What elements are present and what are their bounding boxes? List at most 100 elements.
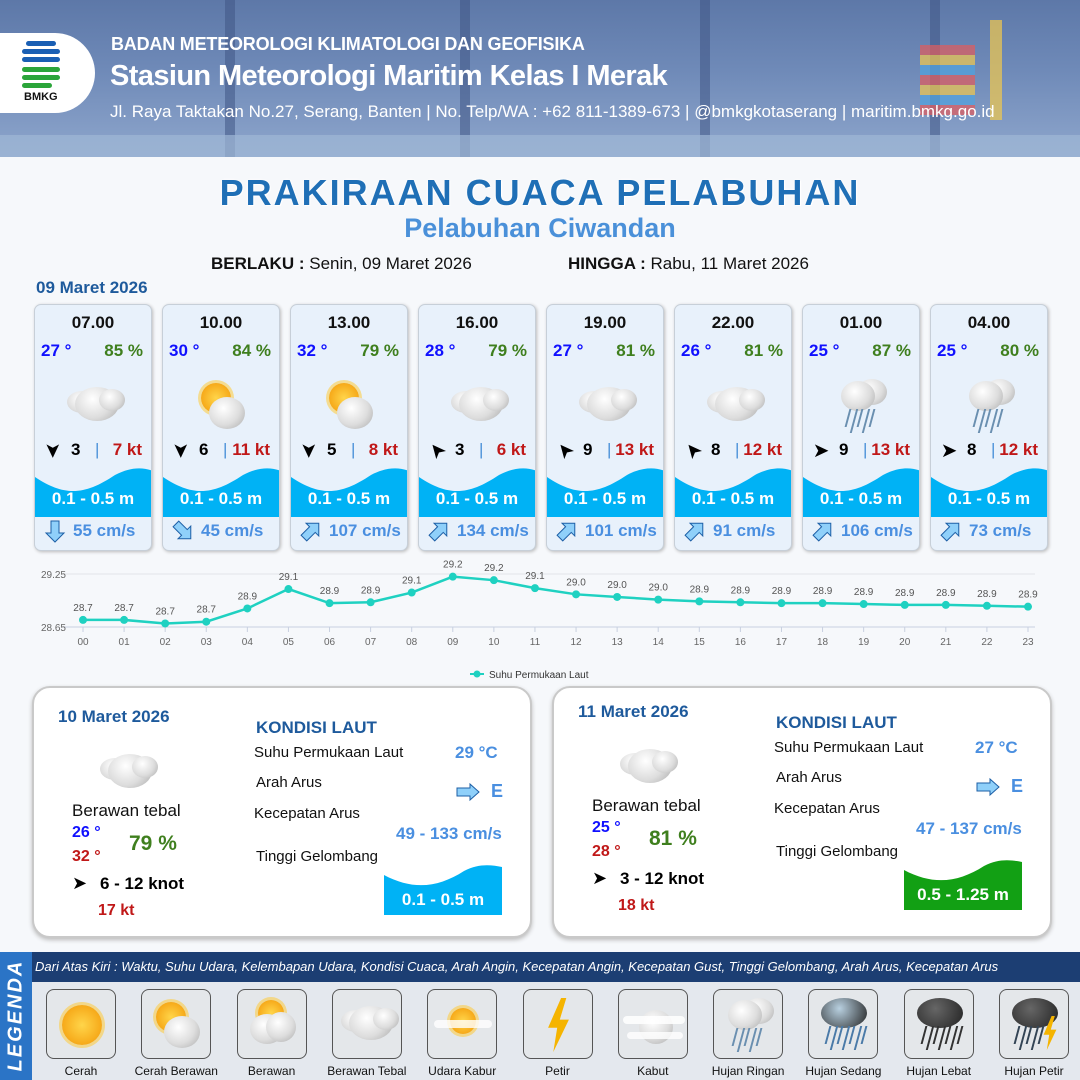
divider: | [607, 440, 612, 459]
current-speed-label: Kecepatan Arus [774, 800, 880, 817]
legend-item: Cerah [33, 989, 129, 1078]
data-label: 28.9 [238, 591, 258, 602]
air-temperature: 25 ° [937, 341, 968, 360]
air-temperature: 25 ° [809, 341, 840, 360]
current-speed: 45 cm/s [201, 521, 264, 540]
forecast-time: 16.00 [455, 313, 499, 332]
current-speed: 91 cm/s [713, 521, 776, 540]
berawan-icon [236, 989, 307, 1059]
wave-height-label: Tinggi Gelombang [256, 848, 379, 865]
data-label: 28.9 [320, 586, 340, 597]
sst-value: 29 °C [455, 743, 498, 762]
data-point [243, 604, 252, 613]
forecast-time: 19.00 [583, 313, 627, 332]
legend-item: Petir [510, 989, 606, 1078]
data-point [448, 572, 457, 581]
hujan-petir-icon [999, 989, 1069, 1059]
gust-speed: 13 kt [615, 440, 654, 459]
current-direction-icon [940, 522, 960, 542]
wind-speed: 6 [199, 440, 209, 459]
divider: | [351, 440, 356, 459]
gust-speed: 8 kt [368, 440, 398, 459]
sst-chart: 29.25 28.65 00 01 02 03 04 05 06 07 08 09 10 11 12 13 14… [41, 560, 1038, 681]
valid-from-value: Senin, 09 Maret 2026 [309, 254, 472, 273]
legend-marker [473, 670, 481, 678]
cerah-berawan-icon [315, 371, 387, 431]
valid-to-label: HINGGA : [568, 254, 646, 273]
wave-icon [904, 860, 1022, 910]
humidity: 80 % [1000, 341, 1039, 360]
data-point [489, 576, 498, 585]
x-tick-label: 20 [899, 637, 911, 648]
data-label: 29.2 [443, 560, 463, 571]
data-label: 28.9 [361, 585, 381, 596]
humidity: 81 % [616, 341, 655, 360]
x-tick-label: 02 [160, 637, 172, 648]
legend-item-label: Petir [545, 1064, 570, 1078]
humidity: 87 % [872, 341, 911, 360]
wave-icon [675, 468, 791, 517]
data-label: 29.1 [402, 576, 422, 587]
data-point [366, 598, 375, 607]
page-title: PRAKIRAAN CUACA PELABUHAN [219, 172, 861, 213]
data-point [407, 588, 416, 597]
wave-height: 0.1 - 0.5 m [947, 489, 1031, 508]
data-point [859, 600, 868, 609]
data-label: 28.7 [197, 605, 217, 616]
current-speed: 106 cm/s [841, 521, 913, 540]
wave-height: 0.1 - 0.5 m [691, 489, 775, 508]
temp-max: 28 ° [592, 843, 621, 860]
wave-icon [384, 865, 502, 915]
wind-speed: 5 [327, 440, 337, 459]
y-tick-label: 28.65 [41, 623, 66, 634]
wind-direction-icon: ➤ [72, 873, 88, 893]
forecast-card: 04.00 25 ° 80 % ➤ 8 | 12 kt 0.1 - 0.5 m … [930, 304, 1048, 551]
x-tick-label: 03 [201, 637, 213, 648]
current-direction-icon [812, 522, 832, 542]
current-direction-value: E [491, 781, 504, 801]
wind-speed: 3 [71, 440, 81, 459]
legend-item-label: Hujan Sedang [805, 1064, 882, 1078]
data-label: 28.9 [977, 589, 997, 600]
gust-speed: 7 kt [112, 440, 142, 459]
current-direction-icon [456, 782, 480, 802]
cerah-berawan-icon [141, 989, 212, 1059]
divider: | [479, 440, 484, 459]
gust-speed: 11 kt [232, 440, 270, 459]
gust-speed: 17 kt [98, 902, 135, 919]
current-direction-value: E [1011, 776, 1024, 796]
data-point [613, 592, 622, 601]
data-point [818, 599, 827, 608]
legend-item: Berawan Tebal [319, 989, 415, 1078]
hujan-ringan-icon [955, 371, 1027, 433]
forecast-time: 04.00 [967, 313, 1011, 332]
data-point [572, 590, 581, 599]
data-label: 28.9 [813, 586, 833, 597]
sea-condition-title: KONDISI LAUT [256, 718, 377, 737]
divider: | [95, 440, 100, 459]
x-tick-label: 14 [653, 637, 665, 648]
legend-label: Suhu Permukaan Laut [489, 670, 589, 681]
x-tick-label: 16 [735, 637, 747, 648]
daily-forecast-panel: 10 Maret 2026 Berawan tebal 26 ° 32 ° 79… [32, 686, 532, 938]
x-tick-label: 11 [530, 637, 541, 648]
data-point [900, 600, 909, 609]
divider: | [863, 440, 868, 459]
gust-speed: 6 kt [496, 440, 526, 459]
legend-item: Hujan Ringan [700, 989, 796, 1078]
data-label: 28.9 [772, 586, 792, 597]
divider: | [991, 440, 996, 459]
bmkg-logo: BMKG [0, 33, 95, 113]
valid-from: BERLAKU : Senin, 09 Maret 2026 [211, 254, 472, 274]
data-point [161, 619, 170, 628]
temp-min: 26 ° [72, 824, 101, 841]
temp-max: 32 ° [72, 848, 101, 865]
data-label: 28.9 [936, 588, 956, 599]
temp-min: 25 ° [592, 819, 621, 836]
legend-item-label: Kabut [637, 1064, 669, 1078]
legend-item-label: Hujan Ringan [711, 1064, 785, 1078]
valid-from-label: BERLAKU : [211, 254, 305, 273]
wind-direction-icon: ➤ [551, 436, 580, 464]
wind-speed: 9 [583, 440, 593, 459]
data-label: 29.2 [484, 563, 504, 574]
